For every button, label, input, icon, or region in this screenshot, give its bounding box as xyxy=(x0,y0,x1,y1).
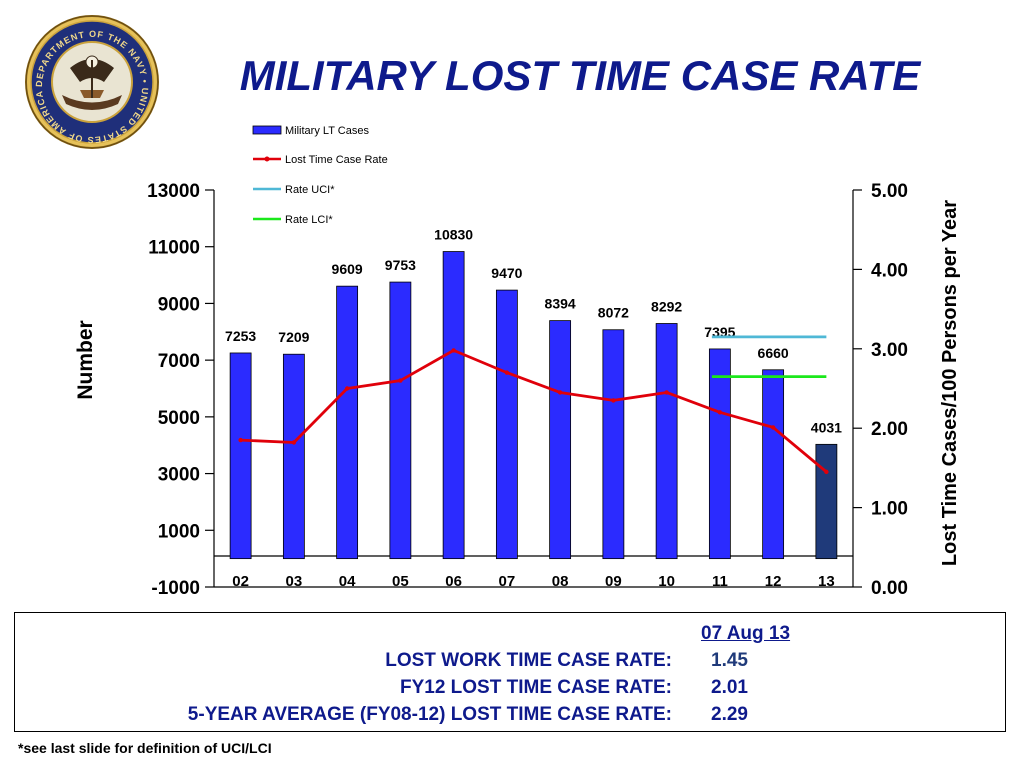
bar-value-label: 7209 xyxy=(278,329,309,345)
bar-value-label: 4031 xyxy=(811,419,842,435)
summary-label: FY12 LOST TIME CASE RATE: xyxy=(399,677,672,698)
bar-05 xyxy=(389,281,412,560)
left-tick-label: 7000 xyxy=(158,351,200,372)
rate-point-11 xyxy=(717,410,723,415)
bar-06 xyxy=(442,251,465,560)
bar-value-label: 10830 xyxy=(434,227,473,243)
category-label: 03 xyxy=(286,573,303,590)
rate-point-10 xyxy=(664,390,669,395)
bar-13 xyxy=(815,443,838,560)
footnote: *see last slide for definition of UCI/LC… xyxy=(18,740,272,756)
rate-point-13 xyxy=(824,469,829,475)
rate-point-03 xyxy=(291,440,297,445)
legend-entry-rate: Lost Time Case Rate xyxy=(253,154,388,166)
bar-value-label: 9609 xyxy=(332,261,363,277)
bar-12 xyxy=(762,369,785,560)
rate-point-09 xyxy=(611,398,616,403)
left-axis-ticks: 13000 11000 9000 7000 5000 3000 1000 -1000 xyxy=(147,181,214,599)
rate-point-07 xyxy=(504,370,510,375)
legend-swatch-bar xyxy=(252,125,282,135)
bar-03 xyxy=(282,353,305,560)
bar-08 xyxy=(549,320,572,560)
department-of-the-navy-seal-icon: DEPARTMENT OF THE NAVY • UNITED STATES O… xyxy=(25,15,159,149)
bar-value-label: 9470 xyxy=(491,265,522,281)
page-title: MILITARY LOST TIME CASE RATE xyxy=(239,52,921,99)
summary-label: LOST WORK TIME CASE RATE: xyxy=(385,650,672,671)
right-tick-label: 0.00 xyxy=(871,578,908,599)
y-axis-label: Number xyxy=(74,320,97,399)
summary-value: 1.45 xyxy=(711,650,748,671)
legend: Military LT Cases Lost Time Case Rate Ra… xyxy=(252,125,388,226)
bar-07 xyxy=(495,289,518,560)
bar-value-label: 6660 xyxy=(758,345,789,361)
bar-10 xyxy=(655,323,678,560)
category-label: 07 xyxy=(499,573,516,590)
chart: Military LT Cases Lost Time Case Rate Ra… xyxy=(74,125,961,599)
category-label: 04 xyxy=(339,573,356,590)
bar-09 xyxy=(602,329,625,560)
bar-11 xyxy=(708,348,731,560)
right-tick-label: 4.00 xyxy=(871,260,908,281)
legend-marker-rate xyxy=(264,156,270,162)
right-tick-label: 3.00 xyxy=(871,340,908,361)
right-axis-ticks: 5.00 4.00 3.00 2.00 1.00 0.00 xyxy=(853,181,908,599)
right-tick-label: 2.00 xyxy=(871,419,908,440)
legend-entry-uci: Rate UCI* xyxy=(253,184,335,196)
bar-04 xyxy=(336,285,359,560)
bar-value-label: 8292 xyxy=(651,299,682,315)
bar-value-label: 8072 xyxy=(598,305,629,321)
right-tick-label: 5.00 xyxy=(871,181,908,202)
left-tick-label: 11000 xyxy=(148,238,200,259)
rate-point-06 xyxy=(451,348,456,353)
summary-label: 5-YEAR AVERAGE (FY08-12) LOST TIME CASE … xyxy=(187,704,672,725)
bar-value-label: 7253 xyxy=(225,328,256,344)
y2-axis-label: Lost Time Cases/100 Persons per Year xyxy=(939,200,961,566)
rate-point-08 xyxy=(557,390,563,395)
category-label: 09 xyxy=(605,573,622,590)
bar-value-label: 9753 xyxy=(385,257,416,273)
navy-seal-logo: DEPARTMENT OF THE NAVY • UNITED STATES O… xyxy=(25,15,159,149)
category-label: 13 xyxy=(818,573,835,590)
left-tick-label: -1000 xyxy=(151,578,200,599)
line-series xyxy=(238,335,829,475)
rate-point-05 xyxy=(398,378,403,383)
left-tick-label: 1000 xyxy=(158,521,200,542)
rate-point-04 xyxy=(344,386,350,391)
left-tick-label: 9000 xyxy=(158,294,200,315)
summary-value: 2.01 xyxy=(711,677,748,698)
summary-value: 2.29 xyxy=(711,704,748,725)
legend-label-lci: Rate LCI* xyxy=(285,214,333,226)
bar-02 xyxy=(229,352,252,560)
category-label: 08 xyxy=(552,573,569,590)
category-label: 06 xyxy=(445,573,462,590)
rate-line xyxy=(240,348,828,473)
category-label: 02 xyxy=(232,573,249,590)
legend-entry-bars: Military LT Cases xyxy=(252,125,369,137)
left-tick-label: 5000 xyxy=(158,408,200,429)
category-label: 10 xyxy=(658,573,675,590)
legend-label-rate: Lost Time Case Rate xyxy=(285,154,388,166)
category-label: 05 xyxy=(392,573,409,590)
rate-point-12 xyxy=(770,425,776,430)
category-labels: 02 03 04 05 06 07 08 09 10 11 12 13 xyxy=(232,573,834,590)
right-tick-label: 1.00 xyxy=(871,499,908,520)
category-label: 12 xyxy=(765,573,782,590)
bar-value-label: 8394 xyxy=(545,296,576,312)
legend-label-uci: Rate UCI* xyxy=(285,184,335,196)
left-tick-label: 13000 xyxy=(147,181,200,202)
left-tick-label: 3000 xyxy=(158,465,200,486)
rate-point-02 xyxy=(238,437,243,443)
summary-date: 07 Aug 13 xyxy=(701,623,791,644)
summary-box xyxy=(14,612,1006,732)
legend-label-bars: Military LT Cases xyxy=(285,125,369,137)
legend-entry-lci: Rate LCI* xyxy=(253,214,333,226)
bar-series xyxy=(229,251,838,560)
category-label: 11 xyxy=(712,573,728,590)
